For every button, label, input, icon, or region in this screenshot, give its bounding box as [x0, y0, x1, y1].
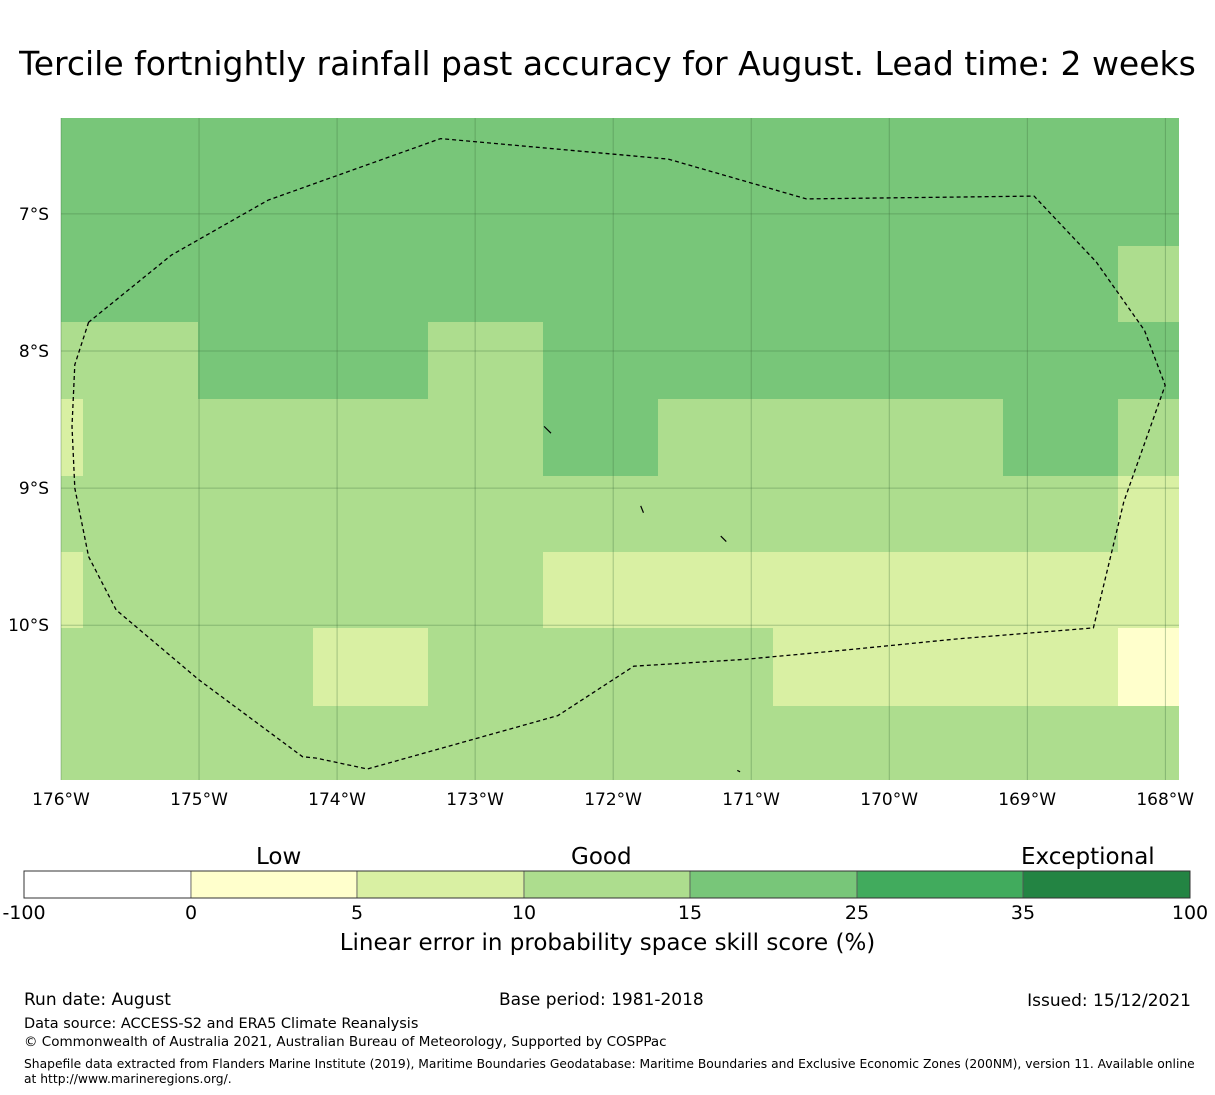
- lon-tick-label-1: 175°W: [170, 790, 228, 810]
- grid-cell-5: [543, 399, 658, 476]
- base-period: Base period: 1981-2018: [499, 990, 704, 1010]
- shapefile-credit: Shapefile data extracted from Flanders M…: [24, 1057, 1195, 1086]
- cb-label-good: Good: [571, 844, 632, 870]
- colorbar-swatch-1: [190, 870, 358, 899]
- grid-cell-6: [1003, 399, 1118, 476]
- cb-label-exceptional: Exceptional: [1021, 844, 1155, 870]
- grid-cell-13: [773, 628, 1118, 706]
- grid-cell-12: [313, 628, 428, 706]
- colorbar-title: Linear error in probability space skill …: [339, 930, 876, 956]
- lon-tick-label-0: 176°W: [32, 790, 90, 810]
- colorbar-swatch-2: [356, 870, 525, 899]
- graticule: [60, 118, 1179, 780]
- lon-tick-label-6: 170°W: [860, 790, 918, 810]
- island-outlines: [543, 425, 741, 773]
- lon-tick-label-5: 171°W: [722, 790, 780, 810]
- skill-map: 176°W 175°W 174°W 173°W 172°W 171°W 170°W 169°W…: [8, 118, 1194, 810]
- colorbar-swatch-4: [689, 870, 858, 899]
- cb-tick-7: 100: [1171, 902, 1209, 924]
- lon-tick-label-7: 169°W: [998, 790, 1056, 810]
- chart-title: Tercile fortnightly rainfall past accura…: [19, 44, 1196, 83]
- copyright: © Commonwealth of Australia 2021, Austra…: [24, 1034, 667, 1050]
- longitude-ticks: 176°W 175°W 174°W 173°W 172°W 171°W 170°W 169°W…: [32, 790, 1194, 810]
- lon-tick-label-2: 174°W: [308, 790, 366, 810]
- lon-tick-label-8: 168°W: [1136, 790, 1194, 810]
- colorbar: [23, 870, 1191, 899]
- island-0: [543, 425, 552, 434]
- grid-cell-8: [61, 399, 83, 476]
- colorbar-swatch-6: [1022, 870, 1191, 899]
- grid-cell-14: [1118, 628, 1179, 706]
- lon-tick-label-3: 173°W: [446, 790, 504, 810]
- lat-tick-label-1: 8°S: [19, 342, 49, 362]
- lat-tick-label-3: 10°S: [8, 616, 49, 636]
- latitude-ticks: 7°S 8°S 9°S 10°S: [8, 205, 49, 636]
- grid-cell-4: [1118, 322, 1179, 399]
- grid-cell-7: [1118, 246, 1179, 322]
- cb-tick-4: 15: [677, 902, 703, 924]
- cb-tick-2: 5: [350, 902, 364, 924]
- grid-cell-3: [543, 322, 1119, 399]
- colorbar-outline: [23, 870, 1191, 899]
- island-3: [737, 769, 741, 773]
- colorbar-swatch-0: [23, 870, 192, 899]
- skill-grid: [61, 118, 1179, 780]
- island-1: [640, 505, 645, 513]
- island-2: [720, 535, 727, 542]
- grid-cell-2: [198, 322, 428, 399]
- lat-tick-label-2: 9°S: [19, 479, 49, 499]
- run-date: Run date: August: [24, 990, 171, 1010]
- cb-tick-5: 25: [844, 902, 870, 924]
- cb-tick-6: 35: [1010, 902, 1036, 924]
- cb-tick-3: 10: [511, 902, 537, 924]
- grid-cell-9: [61, 552, 83, 628]
- colorbar-swatch-5: [856, 870, 1024, 899]
- grid-cell-1: [61, 118, 1179, 322]
- issued-date: Issued: 15/12/2021: [1027, 991, 1191, 1011]
- grid-cell-10: [543, 552, 1179, 628]
- cb-tick-1: 0: [184, 902, 198, 924]
- data-source: Data source: ACCESS-S2 and ERA5 Climate …: [24, 1016, 419, 1032]
- cb-label-low: Low: [256, 844, 302, 870]
- lat-tick-label-0: 7°S: [19, 205, 49, 225]
- lon-tick-label-4: 172°W: [584, 790, 642, 810]
- colorbar-swatch-3: [523, 870, 691, 899]
- cb-tick-0: -100: [2, 902, 46, 924]
